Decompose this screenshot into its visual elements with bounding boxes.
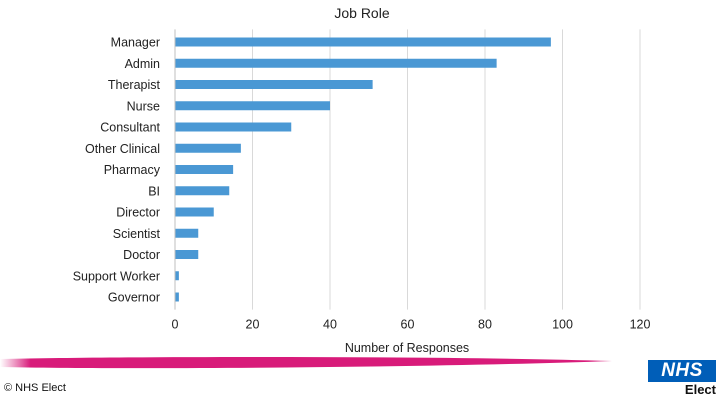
bar-manager: [175, 37, 551, 47]
category-label: Support Worker: [73, 269, 160, 283]
x-tick-label: 60: [401, 318, 415, 332]
bar-bi: [175, 186, 230, 196]
bar-governor: [175, 292, 179, 302]
nhs-logo-box: NHS: [648, 360, 716, 382]
category-label: Consultant: [100, 121, 160, 135]
category-label: Doctor: [123, 248, 160, 262]
x-tick-label: 20: [246, 318, 260, 332]
category-label: Governor: [108, 291, 160, 305]
x-tick-label: 120: [630, 318, 651, 332]
category-labels: Manager Admin Therapist Nurse Consultant Othe…: [73, 36, 161, 305]
bar-therapist: [175, 80, 373, 89]
category-label: Scientist: [113, 227, 161, 241]
bar-nurse: [175, 101, 330, 111]
bar-consultant: [175, 122, 292, 132]
gridlines: [252, 29, 641, 310]
category-label: Manager: [111, 36, 160, 50]
category-label: Director: [116, 206, 160, 220]
bars: [175, 37, 551, 302]
category-label: Therapist: [108, 78, 161, 92]
x-tick-labels: 0 20 40 60 80 100 120: [172, 318, 651, 332]
bar-support-worker: [175, 271, 179, 281]
bar-other-clinical: [175, 143, 241, 153]
x-tick-label: 100: [552, 318, 573, 332]
nhs-logo-subtext: Elect: [684, 382, 716, 397]
category-label: Admin: [125, 57, 160, 71]
category-label: BI: [148, 184, 160, 198]
category-label: Other Clinical: [85, 142, 160, 156]
nhs-elect-logo: NHS Elect: [648, 360, 716, 397]
bar-director: [175, 207, 214, 217]
category-label: Pharmacy: [104, 163, 161, 177]
bar-admin: [175, 58, 497, 68]
x-tick-label: 0: [172, 318, 179, 332]
x-axis-title: Number of Responses: [345, 341, 469, 355]
x-tick-label: 40: [323, 318, 337, 332]
x-tick-label: 80: [478, 318, 492, 332]
bar-scientist: [175, 228, 199, 238]
bar-doctor: [175, 250, 199, 259]
chart-title: Job Role: [334, 5, 389, 21]
category-label: Nurse: [127, 99, 160, 113]
copyright-text: © NHS Elect: [4, 382, 66, 394]
footer-band: [0, 356, 612, 369]
bar-pharmacy: [175, 165, 234, 174]
